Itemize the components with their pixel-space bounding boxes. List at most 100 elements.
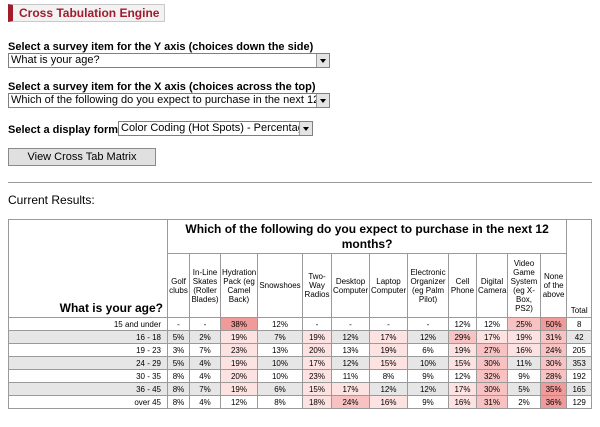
table-cell: 23%	[302, 369, 332, 383]
table-cell: 12%	[448, 317, 477, 331]
y-axis-title: What is your age?	[8, 219, 168, 318]
table-cell: 6%	[257, 382, 303, 396]
table-cell: 5%	[507, 382, 541, 396]
column-header: Two-Way Radios	[302, 253, 332, 318]
row-total: 42	[566, 330, 593, 344]
table-cell: 20%	[220, 369, 258, 383]
table-row: over 45 8% 4% 12% 8% 18% 24% 16% 9% 16% 31% 2% 36% 12…	[8, 395, 593, 409]
x-axis-title: Which of the following do you expect to …	[166, 219, 568, 254]
row-label: 16 - 18	[8, 330, 168, 344]
row-total: 8	[566, 317, 593, 331]
table-row: 36 - 45 8% 7% 19% 6% 15% 17% 12% 12% 17% 30% 5% 35% 1…	[8, 382, 593, 396]
table-row: 24 - 29 5% 4% 19% 10% 17% 12% 15% 10% 15% 30% 11% 30…	[8, 356, 593, 370]
display-format-select[interactable]: Color Coding (Hot Spots) - Percentages	[118, 121, 313, 136]
table-cell: 8%	[167, 382, 190, 396]
page-title: Cross Tabulation Engine	[8, 4, 165, 22]
x-axis-select[interactable]: Which of the following do you expect to …	[8, 93, 330, 108]
column-header: In-Line Skates (Roller Blades)	[189, 253, 221, 318]
chevron-down-icon[interactable]	[316, 94, 329, 107]
table-cell: 7%	[189, 343, 221, 357]
display-format-label: Select a display format	[8, 124, 128, 136]
table-row: 19 - 23 3% 7% 23% 13% 20% 13% 19% 6% 19% 27% 16% 24%…	[8, 343, 593, 357]
table-cell: 24%	[331, 395, 370, 409]
current-results-label: Current Results:	[8, 193, 95, 207]
row-total: 353	[566, 356, 593, 370]
table-cell: 29%	[448, 330, 477, 344]
table-cell: 12%	[257, 317, 303, 331]
column-header: None of the above	[539, 253, 568, 318]
row-total: 192	[566, 369, 593, 383]
table-cell: 10%	[257, 356, 303, 370]
table-cell: 18%	[302, 395, 332, 409]
column-header: Laptop Computer	[369, 253, 408, 318]
table-cell: 11%	[507, 356, 541, 370]
table-cell: -	[331, 317, 370, 331]
x-axis-select-value: Which of the following do you expect to …	[11, 94, 330, 106]
table-cell: 6%	[407, 343, 449, 357]
table-cell: 24%	[539, 343, 568, 357]
table-cell: 4%	[189, 356, 221, 370]
table-cell: -	[302, 317, 332, 331]
table-cell: 36%	[539, 395, 568, 409]
row-total: 165	[566, 382, 593, 396]
row-total: 129	[566, 395, 593, 409]
table-cell: 17%	[302, 356, 332, 370]
table-cell: 31%	[539, 330, 568, 344]
table-cell: 8%	[167, 369, 190, 383]
table-cell: 30%	[476, 356, 508, 370]
table-cell: -	[407, 317, 449, 331]
table-cell: 19%	[220, 356, 258, 370]
table-cell: 12%	[448, 369, 477, 383]
table-cell: 19%	[369, 343, 408, 357]
y-axis-select[interactable]: What is your age?	[8, 53, 330, 68]
chevron-down-icon[interactable]	[316, 54, 329, 67]
table-cell: 3%	[167, 343, 190, 357]
total-header: Total	[566, 219, 593, 318]
divider	[8, 182, 592, 183]
column-header: Hydration Pack (eg Camel Back)	[220, 253, 258, 318]
column-header: Golf clubs	[167, 253, 190, 318]
table-cell: -	[369, 317, 408, 331]
chevron-down-icon[interactable]	[299, 122, 312, 135]
table-cell: 30%	[476, 382, 508, 396]
table-cell: 17%	[476, 330, 508, 344]
table-cell: -	[167, 317, 190, 331]
row-label: 36 - 45	[8, 382, 168, 396]
table-cell: 4%	[189, 395, 221, 409]
table-cell: 12%	[369, 382, 408, 396]
view-cross-tab-button[interactable]: View Cross Tab Matrix	[8, 148, 156, 166]
table-cell: 12%	[331, 330, 370, 344]
table-row: 30 - 35 8% 4% 20% 10% 23% 11% 8% 9% 12% 32% 9% 28% 19…	[8, 369, 593, 383]
table-cell: 10%	[257, 369, 303, 383]
display-format-select-value: Color Coding (Hot Spots) - Percentages	[121, 122, 313, 134]
table-cell: 20%	[302, 343, 332, 357]
y-axis-select-value: What is your age?	[11, 54, 100, 66]
table-row: 15 and under - -38% 12% - - - -12% 12% 25% 50% 8	[8, 317, 593, 331]
table-cell: 9%	[407, 369, 449, 383]
table-cell: 10%	[407, 356, 449, 370]
table-cell: 23%	[220, 343, 258, 357]
column-header: Desktop Computer	[331, 253, 370, 318]
x-axis-label: Select a survey item for the X axis (cho…	[8, 81, 316, 93]
table-cell: 25%	[507, 317, 541, 331]
table-cell: 9%	[407, 395, 449, 409]
y-axis-label: Select a survey item for the Y axis (cho…	[8, 41, 314, 53]
table-cell: 19%	[220, 330, 258, 344]
table-cell: 30%	[539, 356, 568, 370]
table-cell: 19%	[302, 330, 332, 344]
table-row: 16 - 18 5% 2% 19% 7% 19% 12% 17% 12% 29% 17% 19% 31%…	[8, 330, 593, 344]
table-cell: 28%	[539, 369, 568, 383]
table-cell: 16%	[369, 395, 408, 409]
table-cell: 12%	[407, 330, 449, 344]
table-cell: 12%	[476, 317, 508, 331]
table-cell: 15%	[448, 356, 477, 370]
table-cell: 38%	[220, 317, 258, 331]
table-cell: 35%	[539, 382, 568, 396]
row-label: 19 - 23	[8, 343, 168, 357]
column-header: Digital Camera	[476, 253, 508, 318]
table-cell: 8%	[369, 369, 408, 383]
table-cell: 32%	[476, 369, 508, 383]
table-cell: 15%	[302, 382, 332, 396]
table-cell: 16%	[507, 343, 541, 357]
table-cell: 8%	[167, 395, 190, 409]
